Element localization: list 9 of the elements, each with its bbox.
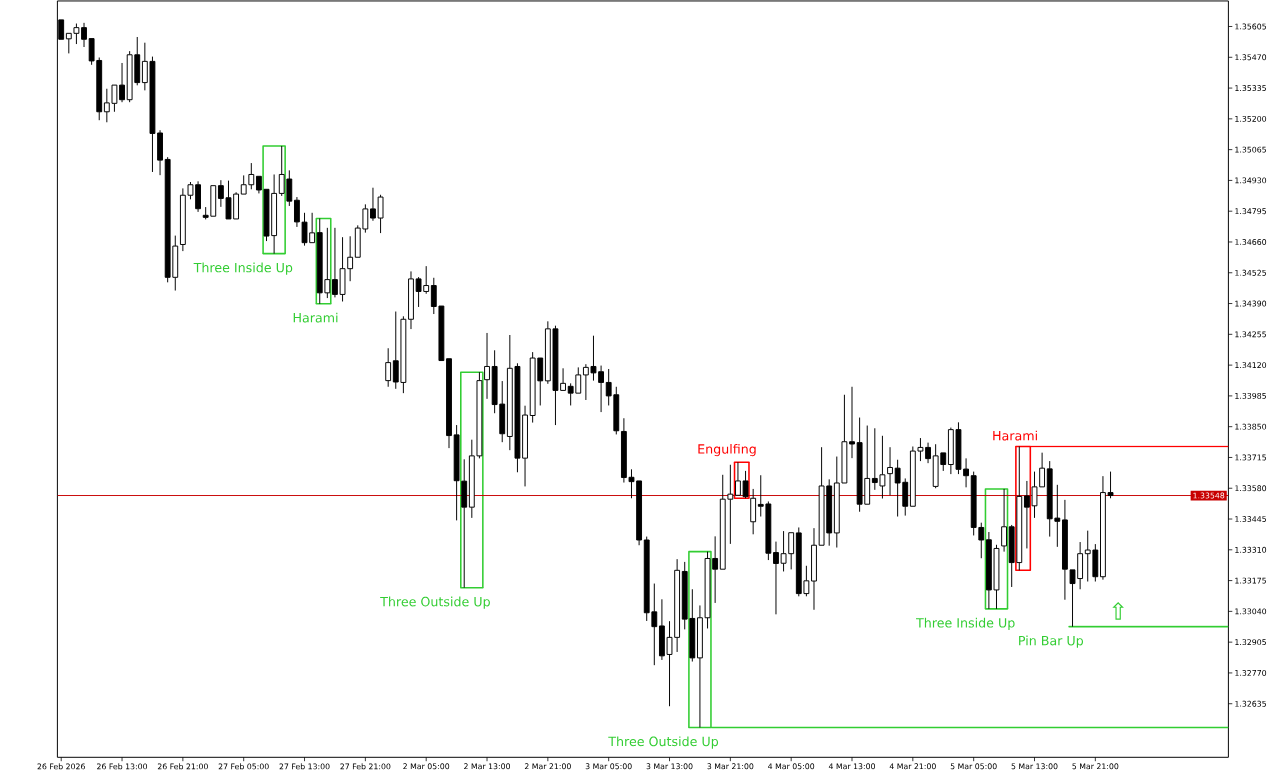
annotation: ⇧ bbox=[1112, 602, 1124, 620]
series-label: Pin Bar Up bbox=[1019, 635, 1084, 648]
series-label: Three Inside Up bbox=[916, 617, 1015, 631]
series-label: Engulfing bbox=[698, 444, 756, 457]
series-label: Three Outside Up bbox=[608, 736, 719, 749]
series-label: Harami bbox=[293, 312, 338, 323]
series-label: Harami bbox=[993, 430, 1037, 441]
series-label: Three Outside Up bbox=[380, 596, 490, 609]
series-label: Three Inside Up bbox=[193, 262, 293, 275]
